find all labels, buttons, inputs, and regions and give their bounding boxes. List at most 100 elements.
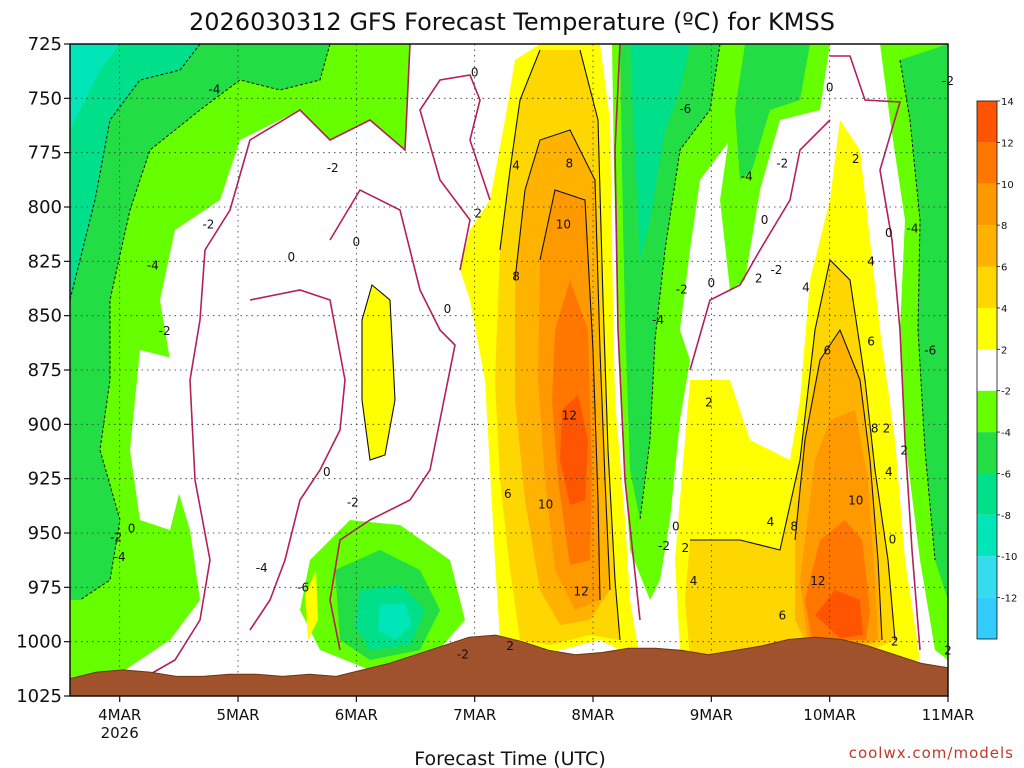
- contour-label: 2: [852, 152, 860, 166]
- isotherm-cold-4: [899, 59, 936, 561]
- cold-region-upper-right-inner: [735, 44, 810, 180]
- contour-label: 0: [128, 522, 136, 536]
- contour-label: -4: [907, 222, 919, 236]
- warm-sliver-5mar: [305, 570, 318, 640]
- x-tick-sublabel: 2026: [101, 724, 139, 742]
- plot-area: 0-4-2-2-400-20-4-20-20-4-6-224 8108126101…: [69, 43, 954, 697]
- contour-label: 0: [708, 276, 716, 290]
- zero-contour-d: [329, 188, 456, 651]
- colorbar-swatch: [977, 101, 997, 143]
- colorbar-swatch: [977, 225, 997, 267]
- contour-label: 0: [826, 80, 834, 94]
- colorbar-label: 6: [1001, 263, 1007, 274]
- contour-label: 0: [287, 250, 295, 264]
- contour-label: -2: [770, 263, 782, 277]
- colorbar-label: -2: [1001, 387, 1011, 398]
- contour-label: 4: [767, 515, 775, 529]
- isotherm-cold-3: [639, 44, 721, 521]
- contour-label: 6: [823, 343, 831, 357]
- contour-label: 0: [672, 519, 680, 533]
- contour-label: 2: [900, 443, 908, 457]
- y-tick-label: 725: [28, 34, 62, 55]
- contour-label: 0: [444, 302, 452, 316]
- x-tick-label: 4MAR: [98, 706, 141, 724]
- colorbar-label: 10: [1001, 180, 1014, 191]
- x-tick-label: 6MAR: [335, 706, 378, 724]
- contour-label: -2: [658, 539, 670, 553]
- colorbar-swatch: [977, 556, 997, 598]
- contour-label: 2: [506, 639, 514, 653]
- colorbar-swatch: [977, 307, 997, 350]
- contour-label: -6: [679, 102, 691, 116]
- y-tick-label: 925: [28, 469, 62, 490]
- y-tick-label: 1000: [16, 632, 62, 653]
- contour-label: -2: [776, 157, 788, 171]
- colorbar-label: 12: [1001, 138, 1014, 149]
- colorbar-swatch: [977, 349, 997, 391]
- contour-label: 2: [883, 422, 891, 436]
- contour-label: 4: [512, 159, 520, 173]
- x-tick-label: 8MAR: [571, 706, 614, 724]
- contour-label: 8: [871, 422, 879, 436]
- isotherm-cold-2: [70, 44, 201, 301]
- contour-label: 10: [538, 498, 553, 512]
- contour-label: 0: [885, 226, 893, 240]
- y-tick-label: 825: [28, 251, 62, 272]
- contour-label: -4: [741, 170, 753, 184]
- colorbar-frame: [976, 100, 998, 640]
- contour-label: 6: [867, 335, 875, 349]
- contour-label: 2: [474, 207, 482, 221]
- x-axis-title: Forecast Time (UTC): [414, 748, 605, 768]
- zero-contour-f: [830, 55, 921, 651]
- contour-label: -6: [924, 343, 936, 357]
- x-tick-label: 7MAR: [453, 706, 496, 724]
- x-tick-label: 11MAR: [922, 706, 975, 724]
- contour-label: 2: [705, 396, 713, 410]
- contour-label: 10: [556, 217, 571, 231]
- contour-label: 0: [323, 465, 331, 479]
- chart-title: 2026030312 GFS Forecast Temperature (ºC)…: [189, 8, 835, 36]
- cold-pocket-6mar-deep: [378, 603, 412, 640]
- isotherm-warm-1: [499, 49, 541, 251]
- colorbar-swatch: [977, 183, 997, 226]
- colorbar-label: 2: [1001, 345, 1007, 356]
- warm-region-10mar-12: [815, 590, 863, 638]
- contour-label: 2: [755, 272, 763, 286]
- zero-contour-b: [419, 74, 491, 271]
- colorbar-label: 8: [1001, 221, 1007, 232]
- contour-label: -2: [202, 217, 214, 231]
- colorbar-label: -6: [1001, 469, 1011, 480]
- contour-label: 4: [802, 280, 810, 294]
- colorbar-swatch: [977, 390, 997, 433]
- isotherm-warm-4: [539, 189, 601, 601]
- terrain-surface: [70, 634, 948, 696]
- pressure-axis: 725 750 775 800 825 850 875 900 925 950 975 1000 102…: [16, 34, 70, 707]
- contour-label: -2: [110, 530, 122, 544]
- contour-label: 2: [681, 541, 689, 555]
- contour-label: 6: [779, 609, 787, 623]
- y-tick-label: 900: [28, 414, 62, 435]
- contour-label: -2: [159, 324, 171, 338]
- cold-pocket-west-low: [130, 350, 185, 530]
- colorbar-swatch: [977, 514, 997, 557]
- contour-label: 4: [690, 574, 698, 588]
- y-tick-label: 850: [28, 306, 62, 327]
- colorbar-swatch: [977, 473, 997, 515]
- warm-tongue-8mar-12: [560, 395, 588, 505]
- contour-label: -6: [297, 580, 309, 594]
- cold-region-west-core: [70, 44, 200, 300]
- x-tick-label: 10MAR: [803, 706, 856, 724]
- isotherm-cold-1: [79, 44, 331, 601]
- contour-label: -2: [347, 496, 359, 510]
- y-tick-label: 950: [28, 523, 62, 544]
- colorbar-label: 4: [1001, 304, 1007, 315]
- contour-label: 10: [848, 493, 863, 507]
- isotherm-warm-2: [579, 49, 621, 641]
- colorbar-label: 14: [1001, 97, 1014, 108]
- contour-label: 8: [566, 157, 574, 171]
- colorbar-label: -10: [1001, 552, 1017, 563]
- contour-label: 0: [761, 213, 769, 227]
- isotherm-warm-7: [361, 284, 396, 461]
